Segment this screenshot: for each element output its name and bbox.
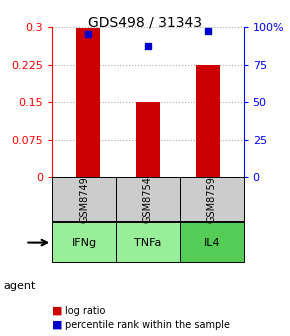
- Text: IFNg: IFNg: [72, 238, 97, 248]
- Bar: [136, 102, 160, 177]
- Text: agent: agent: [3, 281, 35, 291]
- Bar: [116, 177, 180, 221]
- Bar: [180, 177, 244, 221]
- Bar: [76, 28, 100, 177]
- Text: IL4: IL4: [203, 238, 220, 248]
- Text: percentile rank within the sample: percentile rank within the sample: [65, 320, 230, 330]
- Text: GDS498 / 31343: GDS498 / 31343: [88, 15, 202, 29]
- Text: GSM8754: GSM8754: [143, 176, 153, 223]
- Bar: [180, 222, 244, 262]
- Text: TNFa: TNFa: [134, 238, 162, 248]
- Text: GSM8749: GSM8749: [79, 176, 89, 223]
- Text: ■: ■: [52, 306, 63, 316]
- Text: ■: ■: [52, 320, 63, 330]
- Text: GSM8759: GSM8759: [207, 176, 217, 223]
- Bar: [52, 177, 116, 221]
- Bar: [196, 65, 220, 177]
- Bar: [52, 222, 116, 262]
- Bar: [116, 222, 180, 262]
- Text: log ratio: log ratio: [65, 306, 106, 316]
